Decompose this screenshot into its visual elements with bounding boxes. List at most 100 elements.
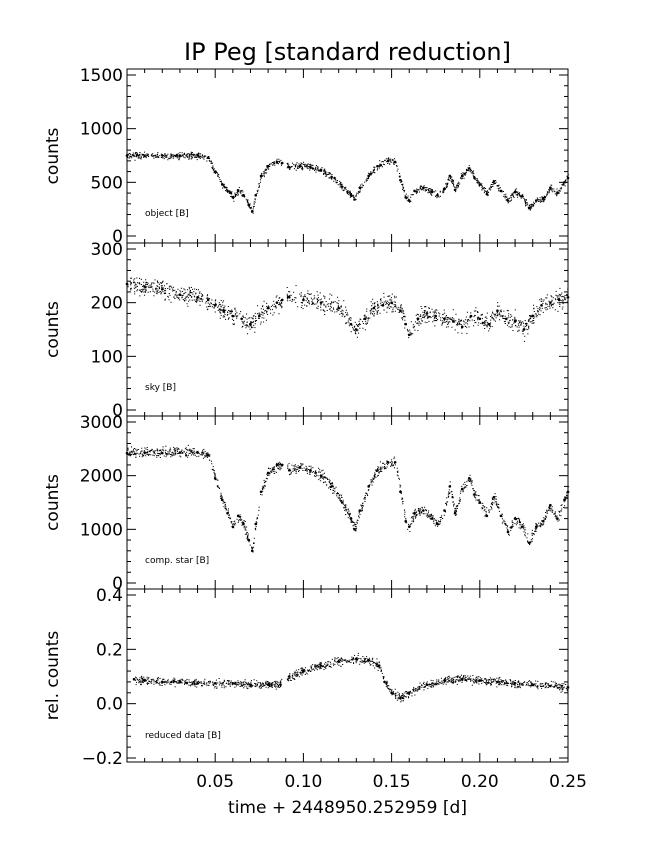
data-point (383, 680, 386, 684)
data-point (319, 474, 323, 477)
y-axis-title: counts (43, 301, 63, 358)
data-point (222, 309, 226, 313)
data-point (469, 314, 473, 318)
data-point (143, 451, 146, 454)
data-point (287, 166, 291, 169)
data-point (249, 322, 252, 326)
scatter-cloud (135, 652, 569, 703)
data-point (425, 312, 429, 315)
data-point (549, 301, 552, 304)
data-point (275, 463, 279, 467)
data-point (353, 198, 356, 201)
data-point (492, 179, 496, 183)
data-point (250, 210, 254, 213)
data-point (226, 189, 229, 193)
data-point (266, 306, 270, 310)
data-point (443, 679, 446, 682)
data-point (443, 509, 446, 512)
data-point (393, 460, 397, 464)
panel-annotation: object [B] (145, 209, 189, 219)
data-point (231, 196, 235, 199)
xtick-label: 0.25 (549, 772, 587, 792)
data-point (496, 309, 499, 313)
data-point (160, 680, 164, 684)
panel-annotation: comp. star [B] (145, 556, 209, 566)
ytick-label: 100 (91, 347, 123, 367)
data-point (196, 681, 199, 685)
data-point (478, 501, 482, 504)
ytick-label: 1000 (80, 120, 123, 140)
data-point (422, 186, 425, 189)
data-point (330, 485, 333, 488)
data-point (549, 186, 552, 189)
data-point (540, 304, 543, 307)
panel-frame-reduced-data (126, 588, 569, 763)
data-point (287, 296, 291, 299)
data-point (506, 199, 510, 202)
data-point (330, 175, 333, 179)
data-point (499, 514, 503, 518)
data-point (206, 156, 210, 159)
data-point (522, 328, 526, 331)
data-point (160, 287, 164, 291)
data-point (404, 322, 408, 326)
data-point (349, 193, 353, 197)
y-axis-title: rel. counts (43, 631, 63, 721)
data-point (367, 485, 370, 488)
data-point (226, 511, 229, 515)
scatter-cloud (127, 277, 569, 342)
data-point (416, 317, 420, 321)
data-point (499, 189, 503, 193)
data-point (430, 517, 434, 520)
data-point (213, 170, 217, 173)
data-point (349, 322, 353, 326)
data-point (478, 679, 482, 682)
data-point (287, 675, 291, 678)
data-point (549, 503, 552, 507)
ytick-label: 0 (112, 574, 123, 594)
data-point (287, 469, 291, 472)
data-point (492, 495, 496, 499)
data-point (434, 314, 438, 318)
data-point (534, 525, 538, 528)
data-point (485, 514, 489, 518)
data-point (460, 325, 464, 329)
data-point (358, 186, 362, 189)
data-point (143, 154, 146, 158)
data-point (250, 549, 254, 553)
data-point (531, 314, 535, 318)
data-point (280, 161, 284, 165)
data-point (399, 309, 402, 313)
data-point (478, 317, 482, 321)
data-point (254, 522, 258, 526)
data-point (393, 160, 397, 164)
data-point (452, 320, 455, 323)
data-point (460, 174, 464, 178)
data-point (390, 691, 393, 695)
data-point (160, 154, 164, 157)
scatter-cloud (127, 151, 569, 214)
xtick-label: 0.05 (196, 772, 234, 792)
data-point (436, 193, 439, 197)
ytick-label: 0 (112, 227, 123, 247)
data-point (196, 451, 199, 454)
data-point (390, 301, 393, 304)
data-point (407, 691, 411, 695)
data-point (319, 664, 323, 667)
data-point (404, 519, 408, 523)
data-point (178, 680, 182, 684)
data-point (527, 206, 531, 210)
data-point (557, 298, 561, 302)
ytick-label: 3000 (80, 413, 123, 433)
data-point (266, 164, 270, 168)
data-point (413, 189, 416, 193)
data-point (381, 304, 385, 307)
data-point (349, 517, 353, 520)
data-point (467, 167, 471, 170)
data-point (556, 191, 559, 195)
data-point (504, 317, 508, 321)
data-point (386, 159, 390, 163)
data-point (275, 301, 279, 304)
data-point (563, 498, 566, 502)
